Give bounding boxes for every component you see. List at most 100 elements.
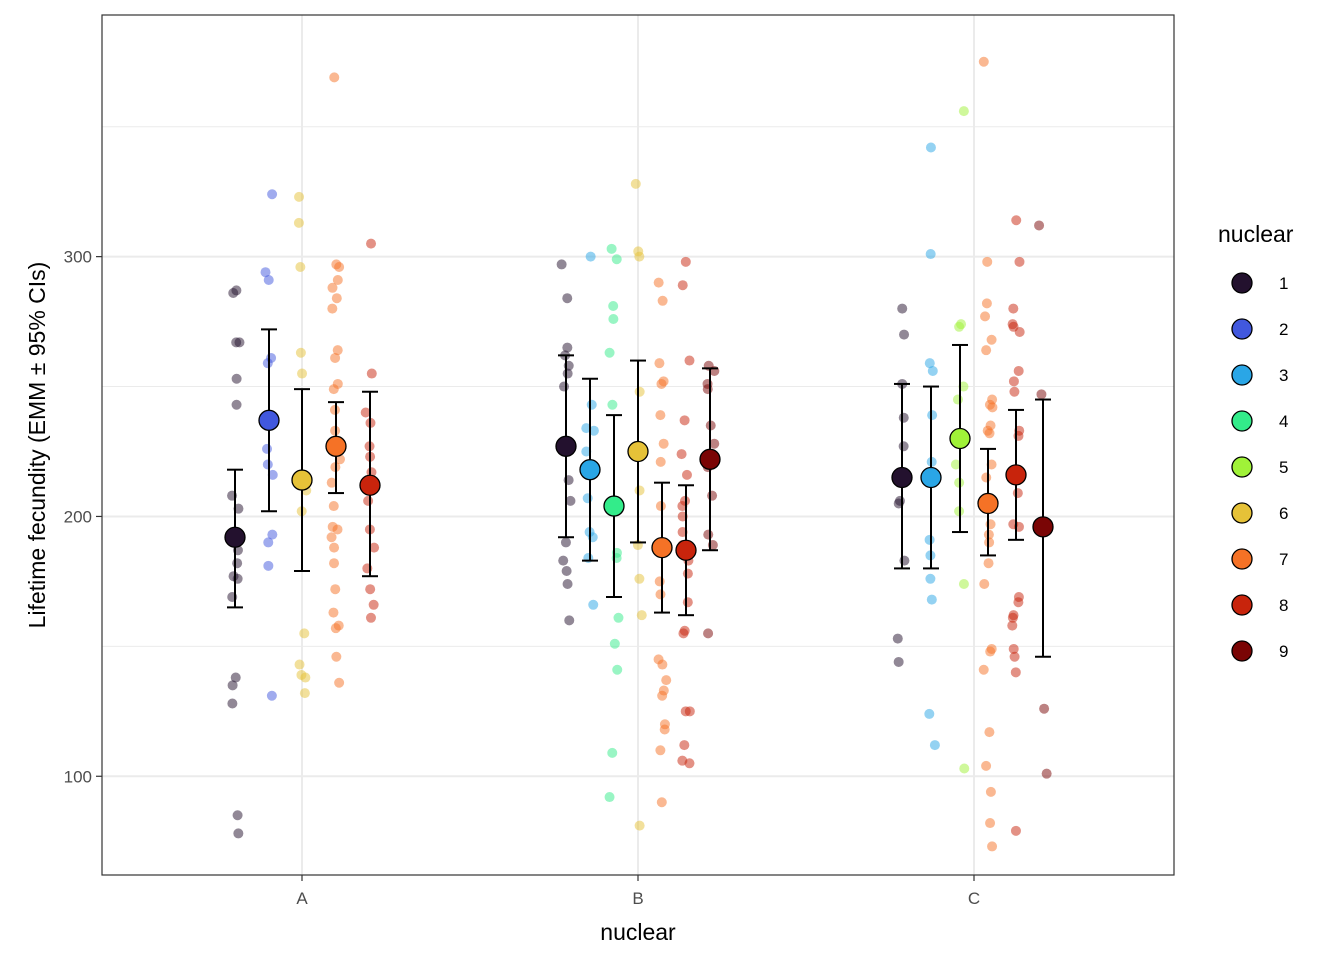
emm-point (949, 427, 971, 450)
legend-key (1231, 410, 1253, 432)
data-point (293, 217, 304, 228)
data-point (1036, 389, 1047, 400)
data-point (676, 449, 687, 460)
legend: nuclear 1 2 3 4 5 6 7 8 9 (1218, 221, 1294, 662)
legend-key (1231, 318, 1253, 340)
data-point (365, 584, 376, 595)
emm-point (675, 539, 697, 561)
data-point (369, 542, 380, 553)
data-point (954, 321, 965, 332)
data-point (659, 724, 670, 735)
emm-point (291, 469, 313, 491)
data-point (1013, 430, 1024, 441)
data-point (898, 441, 909, 452)
emm-point (359, 474, 381, 496)
data-point (1010, 825, 1021, 836)
emm-points (224, 409, 1054, 561)
data-point (562, 368, 573, 379)
data-point (703, 529, 714, 540)
data-point (657, 690, 668, 701)
emm-point (1005, 464, 1027, 486)
data-point (588, 599, 599, 610)
data-point (612, 664, 623, 675)
legend-label: 7 (1279, 550, 1288, 569)
data-point (327, 282, 338, 293)
legend-label: 8 (1279, 596, 1288, 615)
data-point (295, 262, 306, 273)
data-point (898, 412, 909, 423)
data-point (562, 579, 573, 590)
data-point (266, 690, 277, 701)
data-point (231, 399, 242, 410)
data-point (327, 303, 338, 314)
data-point (924, 534, 935, 545)
legend-key (1231, 502, 1253, 524)
data-point (982, 256, 993, 267)
legend-title: nuclear (1218, 221, 1294, 247)
data-point (899, 329, 910, 340)
data-point (679, 740, 690, 751)
data-point (330, 623, 341, 634)
data-point (332, 524, 343, 535)
emm-point (627, 440, 649, 463)
data-point (582, 493, 593, 504)
data-point (987, 402, 998, 413)
data-point (330, 584, 341, 595)
data-point (680, 256, 691, 267)
y-axis: 100 200 300 (64, 248, 102, 786)
data-point (654, 576, 665, 587)
data-point (328, 501, 339, 512)
x-tick-label: A (296, 889, 308, 908)
data-point (677, 501, 688, 512)
data-point (656, 797, 667, 808)
emm-point (891, 466, 913, 489)
data-point (1014, 256, 1025, 267)
data-point (262, 358, 273, 369)
data-point (1008, 643, 1019, 654)
data-point (927, 365, 938, 376)
data-point (263, 560, 274, 571)
data-point (326, 532, 337, 543)
data-point (1034, 220, 1045, 231)
data-point (679, 415, 690, 426)
data-point (581, 446, 592, 457)
data-point (609, 638, 620, 649)
legend-key (1231, 272, 1253, 294)
data-point (556, 259, 567, 270)
data-point (611, 254, 622, 265)
data-point (634, 820, 645, 831)
data-point (228, 288, 239, 299)
y-tick-label: 200 (64, 507, 92, 526)
data-point (230, 672, 241, 683)
data-point (929, 740, 940, 751)
data-point (634, 251, 645, 262)
data-point (263, 537, 274, 548)
data-point (606, 243, 617, 254)
emm-point (224, 526, 246, 548)
y-axis-title: Lifetime fecundity (EMM ± 95% CIs) (24, 262, 50, 629)
data-point (562, 342, 573, 353)
data-point (607, 399, 618, 410)
legend-key (1231, 456, 1253, 478)
data-point (331, 293, 342, 304)
data-point (608, 300, 619, 311)
data-point (925, 142, 936, 153)
data-point (330, 352, 341, 363)
data-point (634, 386, 645, 397)
data-point (1008, 376, 1019, 387)
data-point (952, 394, 963, 405)
x-tick-label: C (968, 889, 980, 908)
data-point (565, 495, 576, 506)
legend-key (1231, 364, 1253, 386)
data-point (661, 675, 672, 686)
data-point (300, 672, 311, 683)
data-point (561, 566, 572, 577)
emm-point (920, 466, 942, 489)
data-point (263, 275, 274, 286)
data-point (299, 688, 310, 699)
data-point (709, 438, 720, 449)
data-point (630, 178, 641, 189)
legend-label: 3 (1279, 366, 1288, 385)
y-tick-label: 300 (64, 248, 92, 267)
